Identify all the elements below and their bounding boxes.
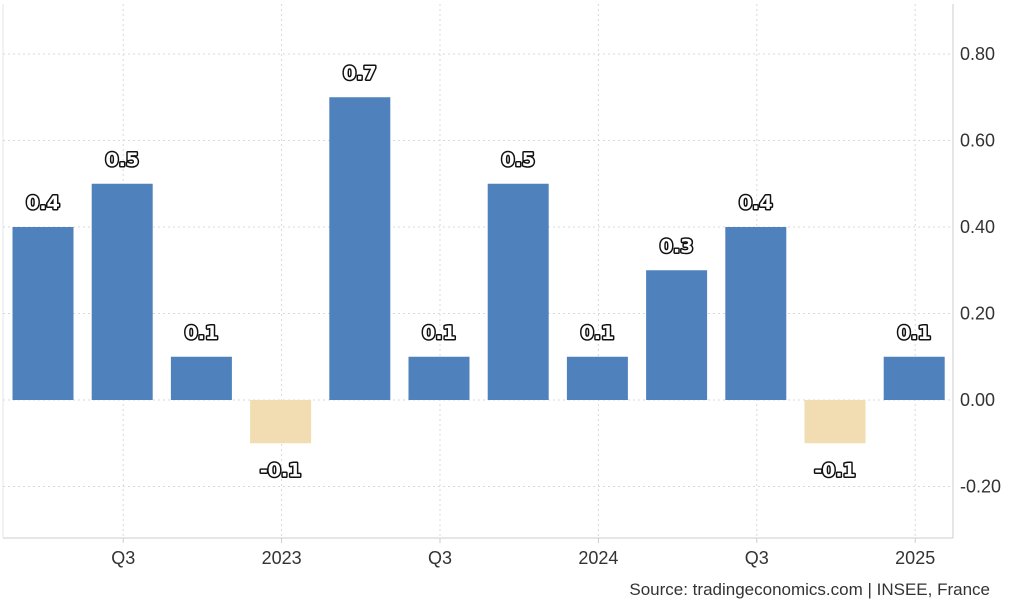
bar (329, 97, 391, 400)
y-tick-label: 0.40 (960, 217, 995, 237)
x-tick-label: 2023 (262, 548, 302, 568)
data-label: 0.5 (501, 149, 535, 171)
bar (566, 356, 628, 400)
bar (170, 356, 232, 400)
y-tick-label: 0.60 (960, 131, 995, 151)
data-label: 0.4 (739, 192, 773, 214)
y-tick-label: -0.20 (960, 477, 1001, 497)
bar (646, 270, 708, 400)
bar (91, 183, 153, 400)
bar (250, 400, 312, 444)
data-label: -0.1 (814, 459, 856, 481)
x-tick-label: 2025 (895, 548, 935, 568)
bar (408, 356, 470, 400)
bar (804, 400, 866, 444)
x-tick-label: Q3 (428, 548, 452, 568)
bar (725, 227, 787, 400)
x-tick-label: Q3 (745, 548, 769, 568)
data-label: 0.1 (581, 322, 615, 344)
bar (12, 227, 74, 400)
y-tick-label: 0.20 (960, 304, 995, 324)
x-tick-label: 2024 (578, 548, 618, 568)
x-tick-label: Q3 (111, 548, 135, 568)
bar (883, 356, 945, 400)
bar-chart: -0.20 0.00 0.20 0.40 0.60 0.80 Q3 2023 Q3 2024 Q3 2… (2, 4, 1001, 568)
data-label: -0.1 (260, 459, 302, 481)
data-label: 0.4 (26, 192, 60, 214)
data-label: 0.1 (897, 322, 931, 344)
bar (487, 183, 549, 400)
data-label: 0.5 (105, 149, 139, 171)
source-credit: Source: tradingeconomics.com | INSEE, Fr… (629, 580, 990, 599)
data-label: 0.1 (185, 322, 219, 344)
data-label: 0.7 (343, 62, 377, 84)
data-label: 0.1 (422, 322, 456, 344)
y-tick-label: 0.80 (960, 44, 995, 64)
y-tick-label: 0.00 (960, 390, 995, 410)
data-label: 0.3 (660, 235, 694, 257)
